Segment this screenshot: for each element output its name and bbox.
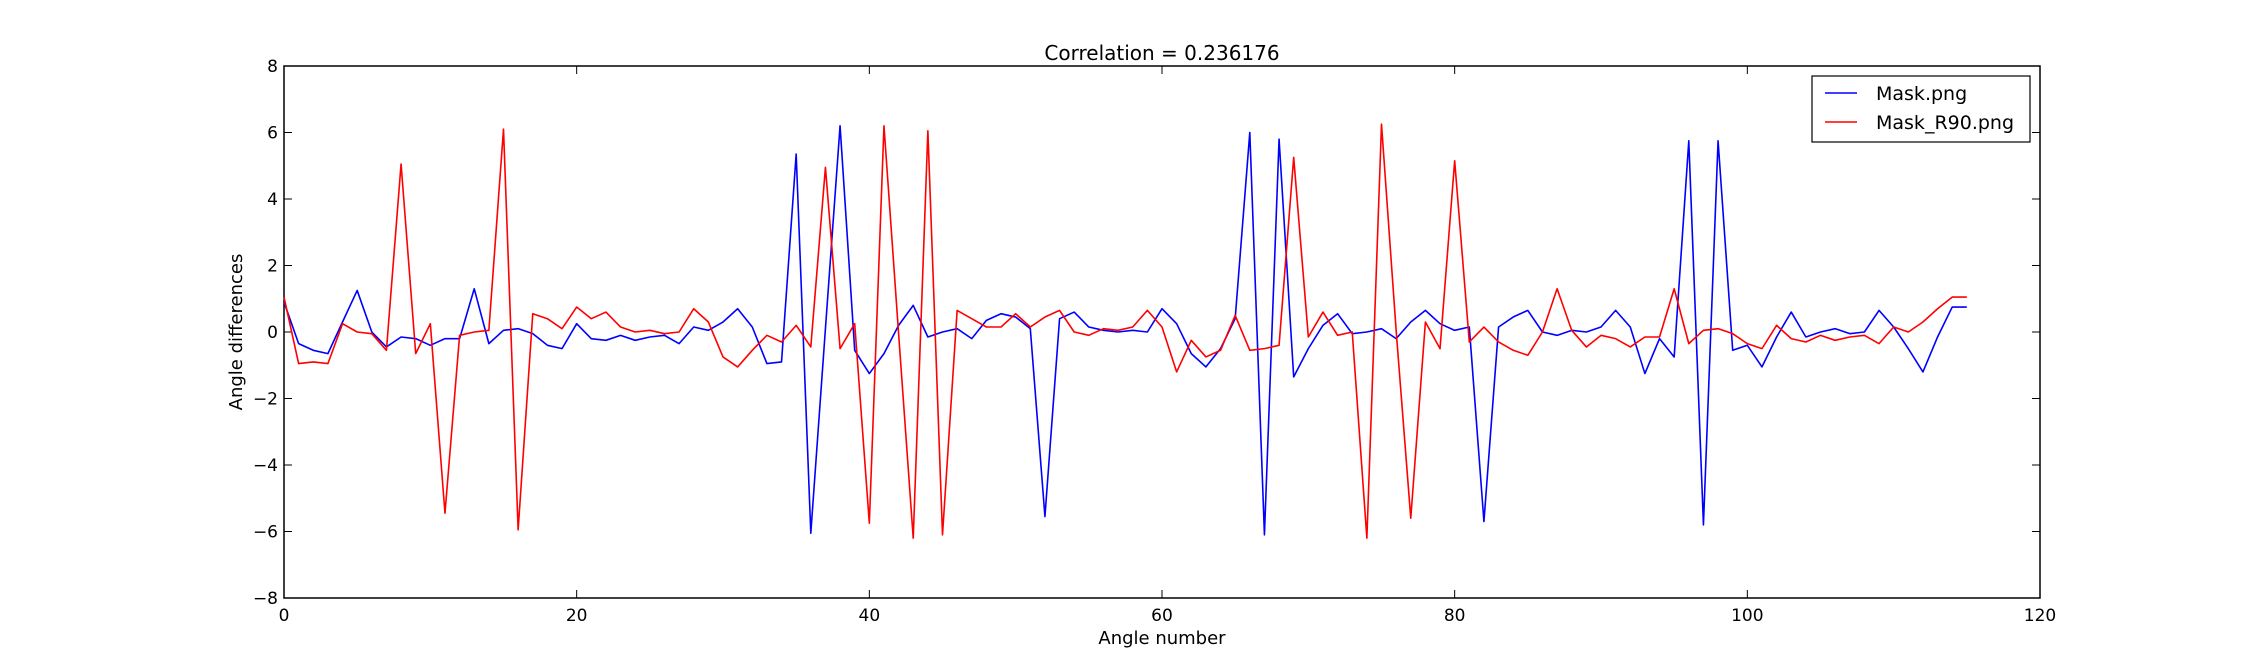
y-tick-label: 0 [267,323,278,343]
y-tick-label: 8 [267,57,278,77]
y-tick-label: −4 [253,456,278,476]
x-tick-label: 100 [1731,606,1763,626]
x-tick-label: 40 [859,606,881,626]
legend: Mask.png Mask_R90.png [1811,75,2031,143]
y-axis-label: Angle differences [226,254,247,411]
series-lines [283,123,1967,539]
x-tick-label: 20 [566,606,588,626]
y-tick-label: 4 [267,190,278,210]
series-line-1 [283,123,1967,539]
y-tick-label: 2 [267,257,278,277]
x-axis-label: Angle number [1098,628,1226,649]
series-line-0 [283,125,1967,536]
x-tick-label: 80 [1444,606,1466,626]
chart-title: Correlation = 0.236176 [1044,41,1279,65]
plot-area [283,65,2041,599]
plot-frame [283,65,2041,599]
y-tick-label: 6 [267,124,278,144]
legend-box [1811,75,2031,143]
axis-ticks: 0 20 40 60 80 100 120 −8 −6 −4 −2 0 2 4 6 8 [253,57,2056,626]
y-tick-label: −2 [253,390,278,410]
x-tick-label: 120 [2024,606,2056,626]
y-tick-label: −8 [253,589,278,609]
x-tick-label: 0 [279,606,290,626]
y-tick-label: −6 [253,523,278,543]
legend-label-mask: Mask.png [1876,83,1967,105]
legend-label-mask-r90: Mask_R90.png [1876,112,2014,134]
x-tick-label: 60 [1151,606,1173,626]
